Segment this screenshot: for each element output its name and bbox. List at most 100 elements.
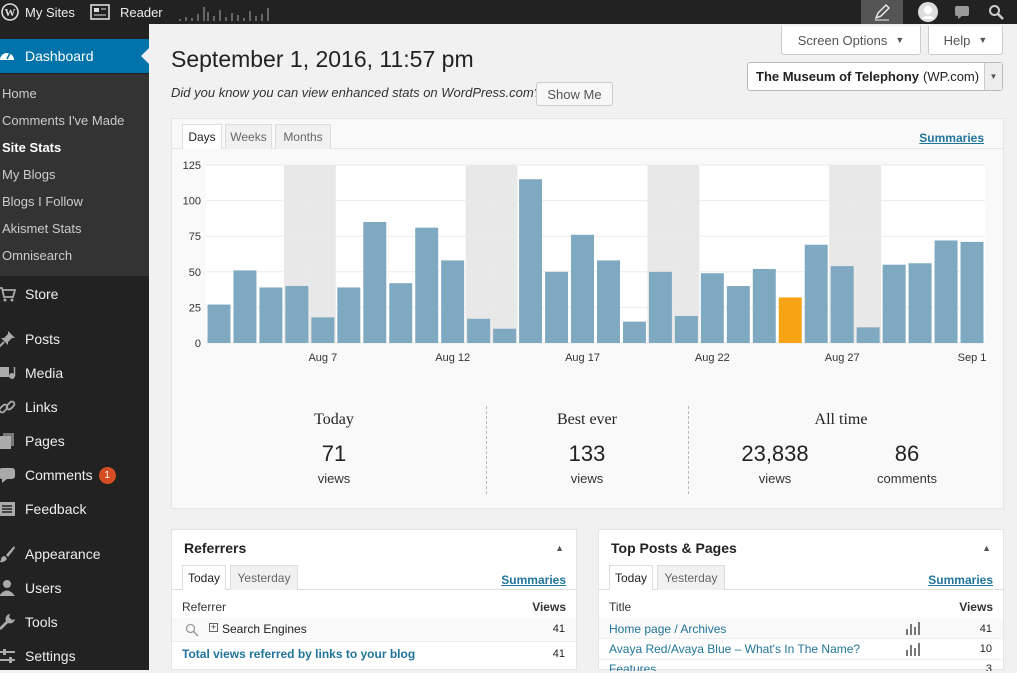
notifications-icon[interactable] <box>954 0 970 24</box>
user-icon <box>0 579 16 597</box>
dashboard-icon <box>0 47 16 65</box>
bar-sep-1[interactable] <box>960 241 984 343</box>
bar-aug-19[interactable] <box>622 321 646 343</box>
tab-today[interactable]: Today <box>182 565 226 590</box>
bar-aug-14[interactable] <box>493 328 517 343</box>
tab-weeks[interactable]: Weeks <box>225 124 272 149</box>
bar-aug-22[interactable] <box>700 273 724 343</box>
screen-options-button[interactable]: Screen Options ▼ <box>781 26 921 55</box>
bar-aug-13[interactable] <box>467 318 491 343</box>
bar-aug-3[interactable] <box>207 304 231 343</box>
sidebar-item-posts[interactable]: Posts <box>0 322 149 356</box>
bar-aug-5[interactable] <box>259 287 283 343</box>
col-referrer: Referrer <box>182 600 227 614</box>
row-label[interactable]: Avaya Red/Avaya Blue – What's In The Nam… <box>609 642 861 656</box>
sidebar-item-tools[interactable]: Tools <box>0 605 149 639</box>
sidebar-item-store[interactable]: Store <box>0 277 149 311</box>
collapse-arrow-icon[interactable]: ▲ <box>982 543 991 553</box>
submenu-omnisearch[interactable]: Omnisearch <box>2 248 73 263</box>
all-time-comments-value: 86 <box>894 441 920 466</box>
bar-aug-28[interactable] <box>856 327 880 343</box>
bar-aug-29[interactable] <box>882 264 906 343</box>
tab-today[interactable]: Today <box>609 565 653 590</box>
row-label[interactable]: Features <box>609 662 657 671</box>
reader-link[interactable]: Reader <box>120 4 163 20</box>
table-row[interactable]: Avaya Red/Avaya Blue – What's In The Nam… <box>599 639 1003 660</box>
bar-aug-31[interactable] <box>934 240 958 343</box>
site-select[interactable]: The Museum of Telephony (WP.com) ▼ <box>747 62 1003 91</box>
y-tick-label: 75 <box>189 231 201 243</box>
submenu-site-stats[interactable]: Site Stats <box>2 140 62 155</box>
all-time-comments-unit: comments <box>877 471 937 486</box>
summaries-link[interactable]: Summaries <box>919 131 984 145</box>
collapse-arrow-icon[interactable]: ▲ <box>555 543 564 553</box>
bar-aug-15[interactable] <box>519 179 543 343</box>
table-row[interactable]: Features 3 <box>599 660 1003 671</box>
bar-aug-4[interactable] <box>233 270 257 343</box>
sidebar-item-media[interactable]: Media <box>0 356 149 390</box>
submenu-akismet-stats[interactable]: Akismet Stats <box>2 221 82 236</box>
row-views: 3 <box>985 663 992 671</box>
tab-yesterday[interactable]: Yesterday <box>657 565 725 590</box>
best-ever-label: Best ever <box>557 411 617 428</box>
bar-aug-9[interactable] <box>363 221 387 343</box>
bar-aug-7[interactable] <box>311 317 335 343</box>
help-button[interactable]: Help ▼ <box>928 26 1003 55</box>
sidebar-item-pages[interactable]: Pages <box>0 424 149 458</box>
summaries-link[interactable]: Summaries <box>928 573 993 587</box>
tab-yesterday[interactable]: Yesterday <box>230 565 298 590</box>
bar-aug-16[interactable] <box>545 271 569 343</box>
avatar-icon[interactable] <box>917 0 939 24</box>
submenu-comments-made[interactable]: Comments I've Made <box>2 113 125 128</box>
best-ever-value: 133 <box>568 441 606 466</box>
expand-icon[interactable]: + <box>209 622 218 632</box>
admin-bar: W My Sites Reader <box>0 0 1017 24</box>
bar-aug-12[interactable] <box>441 260 465 343</box>
sidebar-item-users[interactable]: Users <box>0 571 149 605</box>
site-select-value: The Museum of Telephony <box>756 69 919 84</box>
search-icon[interactable] <box>988 0 1004 24</box>
show-me-button[interactable]: Show Me <box>536 82 613 106</box>
table-row[interactable]: + Search Engines 41 <box>172 618 576 642</box>
bar-aug-23[interactable] <box>726 286 750 343</box>
sidebar-item-dashboard[interactable]: Dashboard <box>0 39 149 73</box>
summaries-link[interactable]: Summaries <box>501 573 566 587</box>
bar-aug-30[interactable] <box>908 263 932 343</box>
main-content: Screen Options ▼ Help ▼ September 1, 201… <box>149 24 1017 671</box>
bar-aug-24[interactable] <box>752 268 776 343</box>
bar-aug-26[interactable] <box>804 244 828 343</box>
my-sites-link[interactable]: My Sites <box>25 4 75 20</box>
bar-aug-25[interactable] <box>778 297 802 343</box>
write-post-icon[interactable] <box>861 0 903 24</box>
bar-aug-18[interactable] <box>597 260 620 343</box>
bar-aug-11[interactable] <box>415 227 439 343</box>
sidebar-item-links[interactable]: Links <box>0 390 149 424</box>
sidebar-item-settings[interactable]: Settings <box>0 639 149 673</box>
bar-chart-icon[interactable] <box>905 642 921 660</box>
tab-months[interactable]: Months <box>275 124 331 149</box>
bar-aug-17[interactable] <box>571 234 594 343</box>
bar-aug-27[interactable] <box>830 266 854 343</box>
sidebar-item-comments[interactable]: Comments 1 <box>0 458 149 492</box>
bar-aug-8[interactable] <box>337 287 361 343</box>
table-row[interactable]: Home page / Archives 41 <box>599 618 1003 639</box>
row-label[interactable]: Home page / Archives <box>609 622 727 636</box>
bar-aug-20[interactable] <box>648 271 672 343</box>
bar-aug-6[interactable] <box>285 286 309 343</box>
total-referred-label[interactable]: Total views referred by links to your bl… <box>182 647 416 661</box>
tab-days[interactable]: Days <box>182 124 222 149</box>
submenu-home[interactable]: Home <box>2 86 37 101</box>
submenu-blogs-follow[interactable]: Blogs I Follow <box>2 194 83 209</box>
sidebar-item-appearance[interactable]: Appearance <box>0 537 149 571</box>
weekend-band <box>673 165 700 343</box>
magnifier-icon <box>185 623 199 640</box>
bar-aug-21[interactable] <box>674 315 698 343</box>
submenu-my-blogs[interactable]: My Blogs <box>2 167 56 182</box>
link-icon <box>0 398 16 416</box>
bar-aug-10[interactable] <box>389 283 413 343</box>
bar-chart-icon[interactable] <box>905 621 921 639</box>
sidebar-item-feedback[interactable]: Feedback <box>0 492 149 526</box>
all-time-label: All time <box>814 411 868 428</box>
x-tick-label: Aug 12 <box>435 352 470 364</box>
wordpress-logo-icon[interactable]: W <box>1 0 19 24</box>
